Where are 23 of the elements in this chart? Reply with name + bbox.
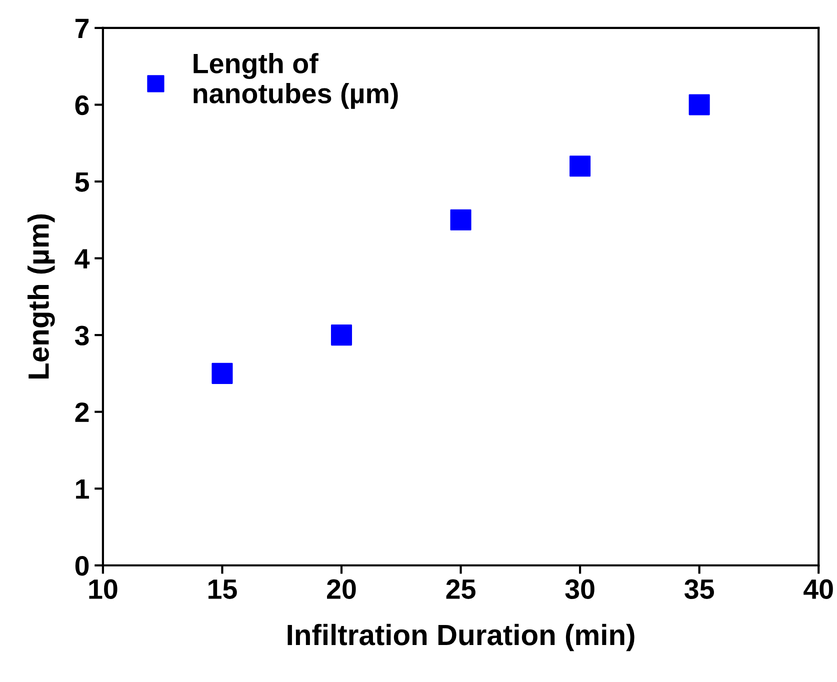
x-tick-label: 40 xyxy=(804,579,833,599)
x-tick-label: 35 xyxy=(684,579,714,600)
x-tick-label: 10 xyxy=(89,579,118,599)
y-tick-label: 0 xyxy=(75,556,89,576)
x-tick-label: 25 xyxy=(446,579,476,599)
y-tick-label: 6 xyxy=(75,95,89,116)
y-tick-label: 1 xyxy=(76,480,89,499)
legend-label: Length of nanotubes (µm) xyxy=(194,52,398,109)
x-tick-label: 15 xyxy=(208,580,237,599)
x-axis-title: Infiltration Duration (min) xyxy=(288,624,634,652)
y-axis-title: Length (µm) xyxy=(28,214,55,378)
y-tick-label: 7 xyxy=(76,18,89,38)
point xyxy=(688,94,710,116)
y-tick-label: 3 xyxy=(74,326,89,346)
y-tick-label: 5 xyxy=(75,172,89,192)
x-tick-label: 20 xyxy=(327,579,356,599)
y-tick-label: 4 xyxy=(74,249,90,268)
y-tick-label: 2 xyxy=(75,402,89,422)
x-tick-label: 30 xyxy=(565,579,594,600)
point xyxy=(212,362,233,384)
point xyxy=(330,324,352,346)
point xyxy=(450,209,472,230)
point xyxy=(570,156,591,177)
